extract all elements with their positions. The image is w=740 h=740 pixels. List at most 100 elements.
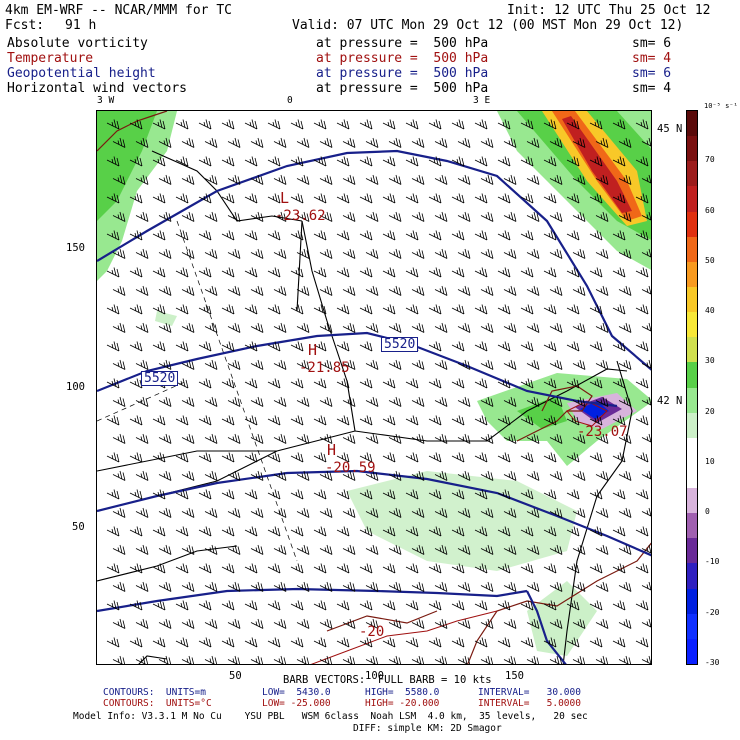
wind-barb (135, 285, 149, 296)
meridian-line (176, 220, 298, 562)
wind-barb (152, 193, 166, 204)
wind-barb (135, 433, 149, 444)
wind-barb (526, 285, 540, 296)
field-sm-temperature: sm= 4 (632, 51, 672, 66)
wind-barb (204, 470, 218, 481)
coastline-southwest (326, 610, 438, 632)
wind-barb (135, 507, 149, 518)
wind-barb (549, 248, 563, 259)
wind-barb (434, 544, 448, 555)
wind-barb (273, 470, 287, 481)
wind-barb (566, 156, 580, 167)
wind-barb (106, 304, 120, 315)
grid-x-tick-100: 100 (365, 670, 384, 682)
boundary-line-7 (562, 360, 633, 664)
wind-barb (135, 470, 149, 481)
wind-barb (221, 119, 235, 130)
wind-barb (595, 396, 609, 407)
wind-barb (198, 415, 212, 426)
wind-barb (549, 137, 563, 148)
wind-barb (388, 211, 402, 222)
wind-barb (503, 248, 517, 259)
wind-barb (411, 322, 425, 333)
wind-barb (388, 581, 402, 592)
vorticity-area-nw-core (97, 111, 157, 221)
wind-barb (290, 156, 304, 167)
wind-barb (497, 304, 511, 315)
wind-barb (296, 433, 310, 444)
wind-barb (503, 396, 517, 407)
wind-barb (365, 581, 379, 592)
wind-barb (428, 452, 442, 463)
wind-barb (106, 563, 120, 574)
wind-barb (152, 415, 166, 426)
wind-barb (572, 174, 586, 185)
wind-barb (434, 285, 448, 296)
init-time: Init: 12 UTC Thu 25 Oct 12 (507, 3, 711, 18)
wind-barb (589, 415, 603, 426)
colorbar-segment (687, 286, 697, 313)
wind-barb (388, 248, 402, 259)
wind-barb (474, 193, 488, 204)
wind-barb (342, 396, 356, 407)
wind-barb (526, 322, 540, 333)
lon-label-3e: 3 E (473, 95, 491, 106)
wind-barb (480, 211, 494, 222)
wind-barb (451, 637, 465, 648)
wind-barb (290, 304, 304, 315)
wind-barb (336, 341, 350, 352)
colorbar-tick-label: 50 (705, 255, 715, 265)
wind-barb (319, 322, 333, 333)
wind-barb (158, 396, 172, 407)
wind-barb (457, 322, 471, 333)
model-title: 4km EM-WRF -- NCAR/MMM for TC (5, 3, 232, 18)
wind-barb (296, 137, 310, 148)
wind-barb (273, 359, 287, 370)
wind-barb (589, 526, 603, 537)
wind-barb (244, 489, 258, 500)
wind-barb (618, 174, 632, 185)
wind-barb (158, 655, 172, 664)
wind-barb (129, 156, 143, 167)
wind-barb (595, 137, 609, 148)
wind-barb (175, 341, 189, 352)
wind-barb (135, 359, 149, 370)
wind-barb (635, 304, 649, 315)
wind-barb (273, 396, 287, 407)
wind-barb (152, 341, 166, 352)
boundary-line-4 (97, 390, 568, 512)
wind-barb (204, 396, 218, 407)
wind-barb (543, 563, 557, 574)
wind-barb (382, 637, 396, 648)
wind-barb (106, 230, 120, 241)
wind-barb (267, 119, 281, 130)
wind-barb (158, 174, 172, 185)
wind-barb (250, 581, 264, 592)
wind-barb (382, 563, 396, 574)
colorbar-tick-label: -20 (705, 607, 720, 617)
wind-barb (566, 119, 580, 130)
wind-barb (543, 526, 557, 537)
wind-barb (175, 563, 189, 574)
wind-barb (296, 248, 310, 259)
wind-barb (227, 507, 241, 518)
wind-barb (181, 581, 195, 592)
wind-barb (244, 119, 258, 130)
colorbar-segment (687, 437, 697, 464)
wind-barb (181, 248, 195, 259)
wind-barb (267, 637, 281, 648)
wind-barb (497, 415, 511, 426)
wind-barb (388, 433, 402, 444)
wind-barb (112, 507, 126, 518)
wind-barb (198, 267, 212, 278)
wind-barb (480, 174, 494, 185)
wind-barb (227, 248, 241, 259)
wind-barb (365, 174, 379, 185)
field-level-temperature: at pressure = 500 hPa (316, 51, 489, 66)
wind-barb (359, 193, 373, 204)
wind-barb (543, 267, 557, 278)
wind-barb (250, 618, 264, 629)
wind-barb (198, 193, 212, 204)
colorbar-tick-label: 70 (705, 155, 715, 165)
wind-barb (572, 248, 586, 259)
